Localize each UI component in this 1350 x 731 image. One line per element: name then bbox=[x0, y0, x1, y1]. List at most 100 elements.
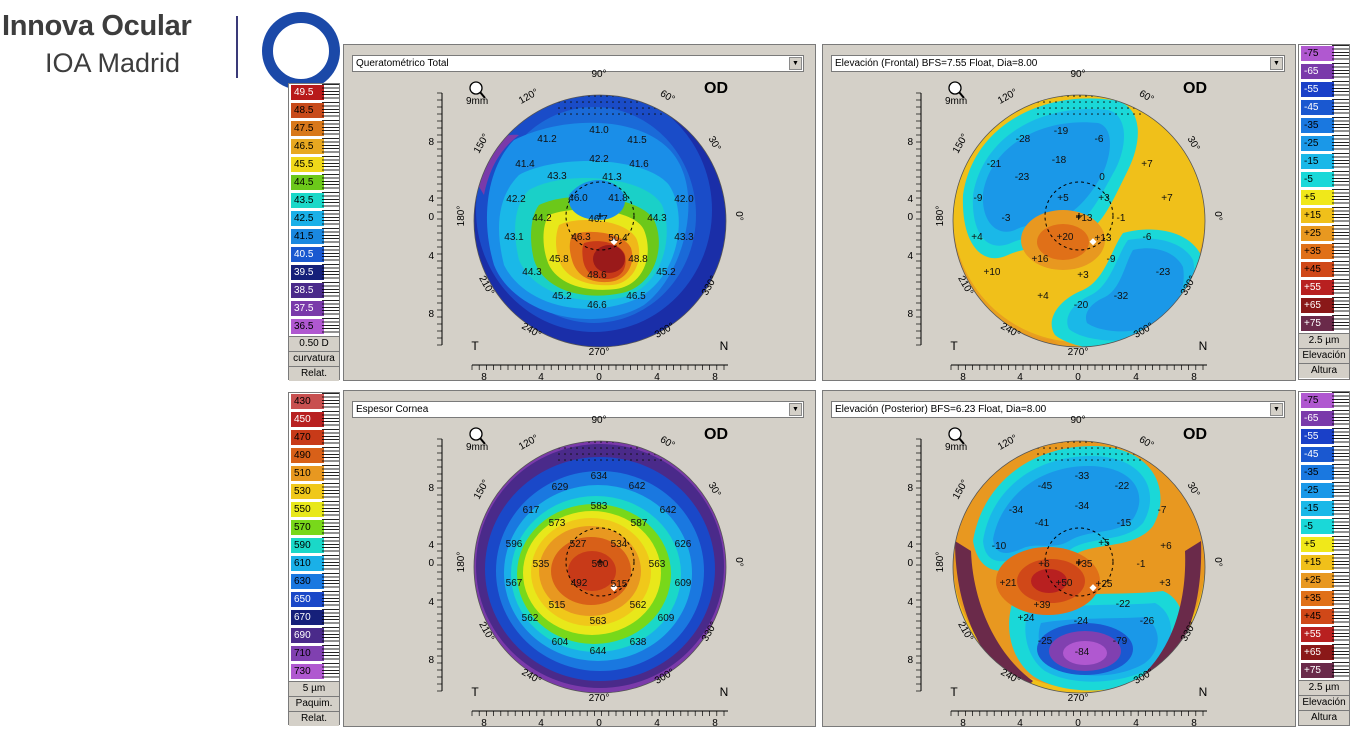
legend-footer-line1: Elevación bbox=[1299, 348, 1349, 363]
legend-row: +75 bbox=[1299, 315, 1349, 333]
map-value: +6 bbox=[1038, 559, 1050, 570]
map-value: +24 bbox=[1018, 613, 1035, 624]
map-value: +20 bbox=[1057, 232, 1074, 243]
chevron-down-icon[interactable]: ▼ bbox=[789, 57, 802, 70]
chevron-down-icon[interactable]: ▼ bbox=[789, 403, 802, 416]
map-value: +7 bbox=[1141, 159, 1153, 170]
magnifier-icon[interactable] bbox=[469, 427, 486, 445]
legend-value: -25 bbox=[1301, 136, 1334, 151]
map-value: 43.3 bbox=[547, 171, 567, 182]
legend-row: +55 bbox=[1299, 279, 1349, 297]
legend-value: +65 bbox=[1301, 645, 1334, 660]
legend-value: +45 bbox=[1301, 262, 1334, 277]
map-value: 634 bbox=[591, 471, 608, 482]
legend-row: +5 bbox=[1299, 189, 1349, 207]
map-outline bbox=[952, 440, 1206, 694]
x-axis-label: 8 bbox=[960, 718, 966, 727]
pupil-circle bbox=[565, 527, 635, 597]
magnifier-icon[interactable] bbox=[469, 81, 486, 99]
y-axis-label: 4 bbox=[428, 251, 434, 262]
nasal-label: N bbox=[1199, 339, 1208, 353]
legend-scale bbox=[1332, 644, 1349, 661]
legend-row: +35 bbox=[1299, 590, 1349, 608]
map-value: 46.0 bbox=[568, 193, 588, 204]
map-value: 567 bbox=[506, 578, 523, 589]
legend-value: -75 bbox=[1301, 393, 1334, 408]
map-value: 45.2 bbox=[656, 267, 676, 278]
angle-label: 60° bbox=[658, 434, 677, 451]
map-value: -6 bbox=[1143, 232, 1152, 243]
chevron-down-icon[interactable]: ▼ bbox=[1270, 57, 1283, 70]
legend-value: +25 bbox=[1301, 226, 1334, 241]
map-value: 41.8 bbox=[608, 193, 628, 204]
curvature-legend: 49.5 48.5 47.5 46.5 45.5 44.5 43.5 42.5 41.5 40.5… bbox=[288, 83, 340, 381]
map-value: 41.4 bbox=[515, 159, 535, 170]
legend-row: 690 bbox=[289, 627, 339, 645]
legend-value: 670 bbox=[291, 610, 324, 625]
temporal-label: T bbox=[471, 685, 479, 699]
map-value: -33 bbox=[1075, 471, 1090, 482]
legend-row: -75 bbox=[1299, 392, 1349, 410]
map-type-dropdown[interactable]: Espesor Cornea ▼ bbox=[352, 401, 804, 418]
map-type-dropdown[interactable]: Queratométrico Total ▼ bbox=[352, 55, 804, 72]
legend-row: 48.5 bbox=[289, 102, 339, 120]
angle-label: 270° bbox=[1068, 347, 1089, 358]
legend-row: 670 bbox=[289, 609, 339, 627]
legend-row: 510 bbox=[289, 465, 339, 483]
apex-marker bbox=[610, 238, 618, 246]
legend-scale bbox=[322, 138, 339, 155]
legend-scale bbox=[322, 120, 339, 137]
map-type-dropdown[interactable]: Elevación (Frontal) BFS=7.55 Float, Dia=… bbox=[831, 55, 1285, 72]
map-type-label: Elevación (Posterior) BFS=6.23 Float, Di… bbox=[835, 404, 1047, 415]
nasal-label: N bbox=[720, 339, 729, 353]
x-axis-label: 4 bbox=[538, 718, 544, 727]
legend-value: 37.5 bbox=[291, 301, 324, 316]
topography-map: 90°60°30°0°330°300°270°240°210°180°150°1… bbox=[907, 69, 1223, 380]
brand-subtitle: IOA Madrid bbox=[45, 48, 181, 78]
legend-row: 41.5 bbox=[289, 228, 339, 246]
angle-label: 180° bbox=[456, 552, 467, 573]
legend-row: 450 bbox=[289, 411, 339, 429]
legend-scale bbox=[322, 645, 339, 662]
legend-value: +75 bbox=[1301, 663, 1334, 678]
legend-row: 530 bbox=[289, 483, 339, 501]
front-elevation-legend: -75 -65 -55 -45 -35 -25 -15 -5 +5 +15 +25 +35 +45 +55… bbox=[1298, 44, 1350, 380]
map-value: 42.2 bbox=[506, 194, 526, 205]
map-value: +25 bbox=[1096, 579, 1113, 590]
map-zone bbox=[1037, 224, 1089, 260]
x-axis-label: 0 bbox=[596, 372, 602, 381]
map-value: +5 bbox=[1098, 538, 1110, 549]
legend-value: -15 bbox=[1301, 501, 1334, 516]
map-value: +13 bbox=[1095, 233, 1112, 244]
legend-scale bbox=[1332, 608, 1349, 625]
legend-footer-line2: Relat. bbox=[289, 366, 339, 381]
legend-row: +45 bbox=[1299, 261, 1349, 279]
y-axis-label: 0 bbox=[907, 558, 913, 569]
legend-value: 490 bbox=[291, 448, 324, 463]
zoom-label: 9mm bbox=[466, 96, 489, 107]
map-type-dropdown[interactable]: Elevación (Posterior) BFS=6.23 Float, Di… bbox=[831, 401, 1285, 418]
legend-scale bbox=[322, 84, 339, 101]
legend-scale bbox=[322, 393, 339, 410]
angle-label: 30° bbox=[1185, 134, 1202, 153]
legend-scale bbox=[1332, 81, 1349, 98]
map-outline bbox=[952, 94, 1206, 348]
map-value: -45 bbox=[1038, 481, 1053, 492]
map-value: +7 bbox=[1161, 193, 1173, 204]
legend-scale bbox=[1332, 446, 1349, 463]
y-axis-label: 8 bbox=[428, 655, 434, 666]
legend-value: +35 bbox=[1301, 244, 1334, 259]
map-value: -15 bbox=[1117, 518, 1132, 529]
legend-row: -5 bbox=[1299, 518, 1349, 536]
magnifier-icon[interactable] bbox=[948, 427, 965, 445]
map-value: +13 bbox=[1076, 213, 1093, 224]
y-axis-label: 8 bbox=[907, 655, 913, 666]
map-value: 41.3 bbox=[602, 172, 622, 183]
map-value: -1 bbox=[1137, 559, 1146, 570]
map-value: +3 bbox=[1159, 578, 1171, 589]
map-value: -41 bbox=[1035, 518, 1050, 529]
chevron-down-icon[interactable]: ▼ bbox=[1270, 403, 1283, 416]
map-value: 41.2 bbox=[537, 134, 557, 145]
magnifier-icon[interactable] bbox=[948, 81, 965, 99]
legend-scale bbox=[322, 246, 339, 263]
